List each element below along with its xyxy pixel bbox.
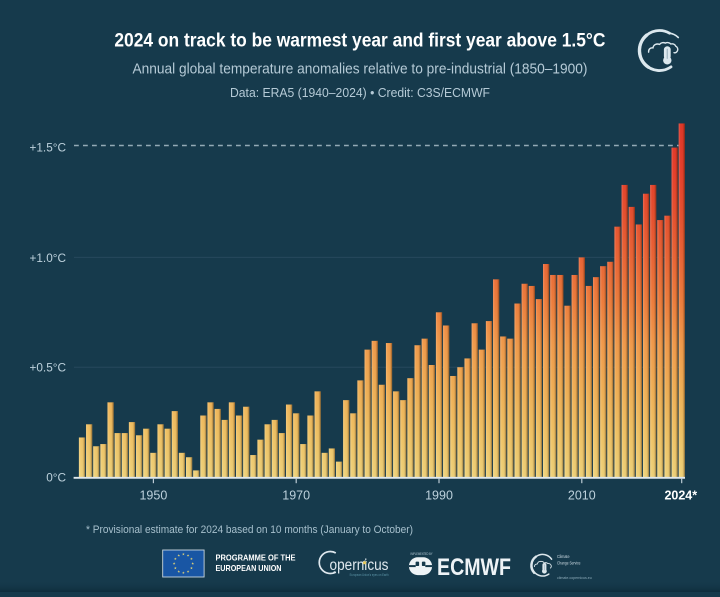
svg-text:2024*: 2024* (664, 489, 697, 503)
svg-text:1990: 1990 (425, 489, 453, 503)
svg-text:Climate: Climate (557, 554, 570, 560)
svg-text:Annual global temperature anom: Annual global temperature anomalies rela… (133, 61, 588, 78)
svg-text:Change Service: Change Service (557, 561, 581, 567)
svg-text:2024 on track to be warmest ye: 2024 on track to be warmest year and fir… (114, 29, 605, 51)
svg-text:ECMWF: ECMWF (437, 554, 511, 581)
svg-text:0°C: 0°C (46, 471, 66, 485)
svg-text:PROGRAMME OF THE: PROGRAMME OF THE (216, 553, 296, 563)
svg-text:climate.copernicus.eu: climate.copernicus.eu (557, 576, 592, 580)
svg-text:EUROPEAN UNION: EUROPEAN UNION (216, 563, 282, 573)
svg-text:Data: ERA5 (1940–2024) • Credi: Data: ERA5 (1940–2024) • Credit: C3S/ECM… (230, 85, 490, 100)
svg-text:+0.5°C: +0.5°C (29, 361, 66, 375)
svg-text:+1.5°C: +1.5°C (29, 141, 66, 155)
svg-text:1970: 1970 (282, 489, 310, 503)
svg-text:IMPLEMENTED BY: IMPLEMENTED BY (411, 551, 433, 556)
svg-text:2010: 2010 (568, 489, 596, 503)
svg-text:* Provisional estimate for 202: * Provisional estimate for 2024 based on… (86, 524, 413, 536)
svg-text:opernicus: opernicus (330, 557, 389, 574)
svg-text:1950: 1950 (139, 489, 167, 503)
svg-text:+1.0°C: +1.0°C (29, 251, 66, 265)
svg-text:European Union's eyes on Earth: European Union's eyes on Earth (350, 572, 389, 577)
